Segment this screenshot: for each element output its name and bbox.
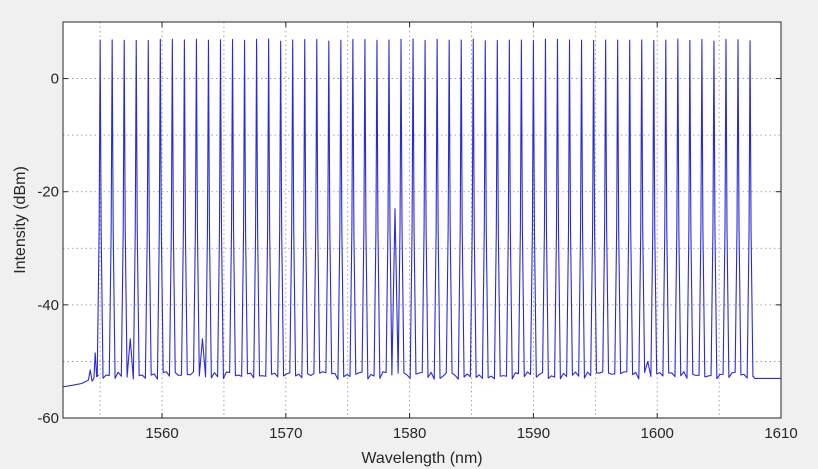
y-axis-label: Intensity (dBm) [12, 166, 29, 274]
y-tick-label: -40 [37, 297, 59, 314]
x-tick-label: 1560 [145, 425, 178, 442]
data-series [62, 38, 781, 388]
grid-lines [63, 22, 781, 418]
y-tick-label: -60 [37, 410, 59, 427]
plot-frame [62, 21, 782, 419]
x-axis-label: Wavelength (nm) [361, 450, 482, 467]
x-tick-labels: 1560 1570 1580 1590 1600 1610 [145, 425, 797, 442]
x-tick-label: 1600 [641, 425, 674, 442]
y-tick-label: -20 [37, 184, 59, 201]
x-tick-label: 1590 [517, 425, 550, 442]
x-tick-label: 1610 [764, 425, 797, 442]
spectrum-line [62, 38, 781, 388]
y-tick-labels: -60 -40 -20 0 [37, 71, 59, 427]
tick-marks [63, 22, 782, 419]
x-tick-label: 1580 [393, 425, 426, 442]
y-tick-label: 0 [51, 71, 59, 88]
x-tick-label: 1570 [269, 425, 302, 442]
